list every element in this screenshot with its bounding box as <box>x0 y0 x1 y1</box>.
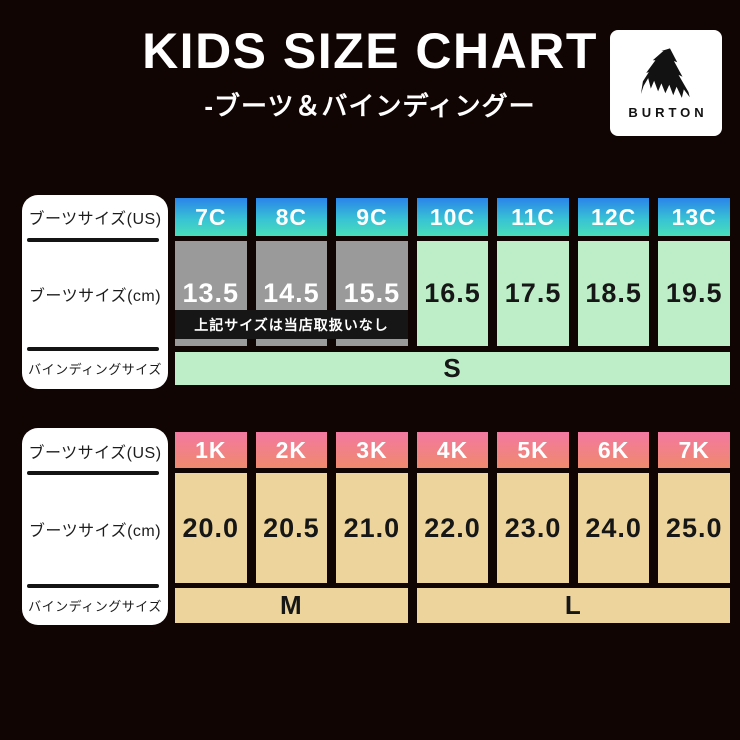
us-size-cell: 13C <box>658 198 730 236</box>
cm-size-cell: 20.0 <box>175 473 247 583</box>
cm-size-cell: 16.5 <box>416 241 489 346</box>
us-size-cell: 10C <box>416 198 489 236</box>
us-size-cell: 3K <box>336 432 408 468</box>
kids-binding-size-row: M L <box>175 588 730 623</box>
us-size-cell: 7K <box>658 432 730 468</box>
unavailable-note: 上記サイズは当店取扱いなし <box>175 310 408 339</box>
binding-size-bar-m: M <box>175 588 408 623</box>
cm-size-cell: 17.5 <box>497 241 569 346</box>
burton-mountain-icon <box>633 47 699 100</box>
binding-size-bar-l: L <box>416 588 730 623</box>
row-label-cm-size: ブーツサイズ(cm) <box>28 523 162 540</box>
cm-size-cell: 20.5 <box>255 473 328 583</box>
binding-size-bar-s: S <box>175 352 730 385</box>
us-size-cell: 11C <box>497 198 569 236</box>
cm-size-cell: 23.0 <box>497 473 569 583</box>
us-size-cell: 8C <box>255 198 328 236</box>
label-divider <box>27 584 159 588</box>
cm-size-cell: 21.0 <box>336 473 408 583</box>
us-size-cell: 9C <box>336 198 408 236</box>
row-label-us-size: ブーツサイズ(US) <box>28 444 162 462</box>
kids-us-size-header-row: 1K 2K 3K 4K 5K 6K 7K <box>175 432 730 468</box>
row-label-binding-size: バインディングサイズ <box>28 361 162 377</box>
us-size-cell: 1K <box>175 432 247 468</box>
us-size-cell: 12C <box>577 198 650 236</box>
boots-us-size-header-row: 7C 8C 9C 10C 11C 12C 13C <box>175 198 730 236</box>
kids-cm-size-row: 20.0 20.5 21.0 22.0 23.0 24.0 25.0 <box>175 473 730 583</box>
cm-size-cell: 22.0 <box>416 473 489 583</box>
kids-table-row-labels: ブーツサイズ(US) ブーツサイズ(cm) バインディングサイズ <box>22 428 168 625</box>
cm-size-cell: 18.5 <box>577 241 650 346</box>
cm-size-cell: 19.5 <box>658 241 730 346</box>
burton-logo: BURTON <box>610 30 722 136</box>
burton-logo-text: BURTON <box>628 104 708 120</box>
row-label-cm-size: ブーツサイズ(cm) <box>28 288 162 305</box>
us-size-cell: 6K <box>577 432 650 468</box>
us-size-cell: 2K <box>255 432 328 468</box>
us-size-cell: 5K <box>497 432 569 468</box>
us-size-cell: 4K <box>416 432 489 468</box>
page-subtitle: -ブーツ＆バインディングー <box>204 91 536 121</box>
us-size-cell: 7C <box>175 198 247 236</box>
boots-binding-size-row: S <box>175 352 730 385</box>
cm-size-cell: 24.0 <box>577 473 650 583</box>
cm-size-cell: 25.0 <box>658 473 730 583</box>
row-label-binding-size: バインディングサイズ <box>28 599 162 614</box>
boots-table-row-labels: ブーツサイズ(US) ブーツサイズ(cm) バインディングサイズ <box>22 195 168 389</box>
label-divider <box>27 238 159 242</box>
label-divider <box>27 471 159 475</box>
label-divider <box>27 347 159 351</box>
row-label-us-size: ブーツサイズ(US) <box>28 211 162 228</box>
boots-cm-size-row: 13.5 14.5 15.5 16.5 17.5 18.5 19.5 上記サイズ… <box>175 241 730 346</box>
page-title: KIDS SIZE CHART <box>142 23 598 79</box>
